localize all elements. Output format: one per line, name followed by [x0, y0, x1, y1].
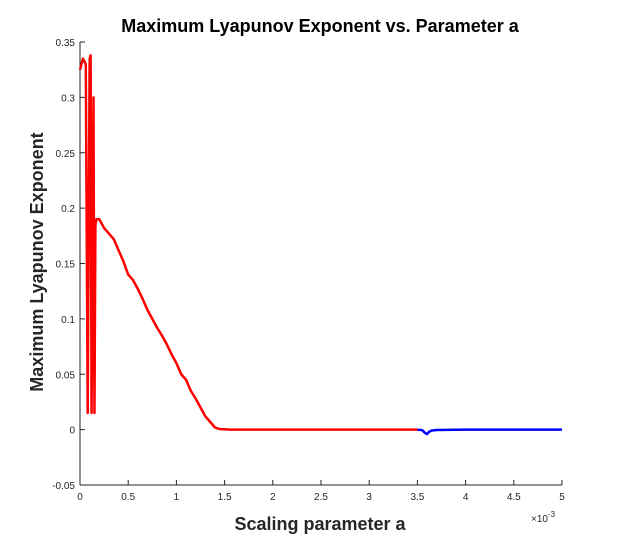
x-axis-label: Scaling parameter a: [234, 514, 406, 534]
series-layer: [78, 54, 562, 436]
y-tick-label: 0.35: [56, 38, 76, 49]
x-tick-label: 1.5: [218, 492, 232, 503]
x-tick-label: 4.5: [507, 492, 521, 503]
y-tick-label: 0.3: [61, 93, 75, 104]
x-axis-exponent: ×10-3: [531, 510, 556, 525]
y-tick-label: 0.25: [56, 149, 76, 160]
x-tick-label: 3.5: [410, 492, 424, 503]
y-tick-label: 0.1: [61, 315, 75, 326]
series-line-2: [417, 428, 562, 436]
x-tick-label: 4: [463, 492, 469, 503]
x-tick-label: 2.5: [314, 492, 328, 503]
chart-title: Maximum Lyapunov Exponent vs. Parameter …: [121, 16, 519, 36]
y-tick-label: 0.15: [56, 260, 76, 271]
series-line-1: [78, 54, 418, 431]
y-tick-label: 0.05: [56, 370, 76, 381]
x-tick-label: 5: [559, 492, 565, 503]
plot-area: [79, 42, 562, 486]
x-axis-ticks: 0 0.5 1 1.5 2 2.5 3 3.5 4 4.5 5: [77, 480, 565, 503]
y-tick-label: 0.2: [61, 204, 75, 215]
y-axis-ticks: -0.05 0 0.05 0.1 0.15 0.2 0.25 0.3 0.35: [52, 38, 85, 492]
x-tick-label: 2: [270, 492, 276, 503]
x-tick-label: 0: [77, 492, 83, 503]
y-tick-label: -0.05: [52, 481, 75, 492]
x-axis-exponent-base: ×10: [531, 514, 548, 525]
y-tick-label: 0: [69, 426, 75, 437]
x-axis-exponent-power: -3: [548, 510, 556, 519]
x-tick-label: 3: [366, 492, 372, 503]
x-tick-label: 0.5: [121, 492, 135, 503]
x-tick-label: 1: [174, 492, 180, 503]
y-axis-label: Maximum Lyapunov Exponent: [27, 132, 47, 391]
